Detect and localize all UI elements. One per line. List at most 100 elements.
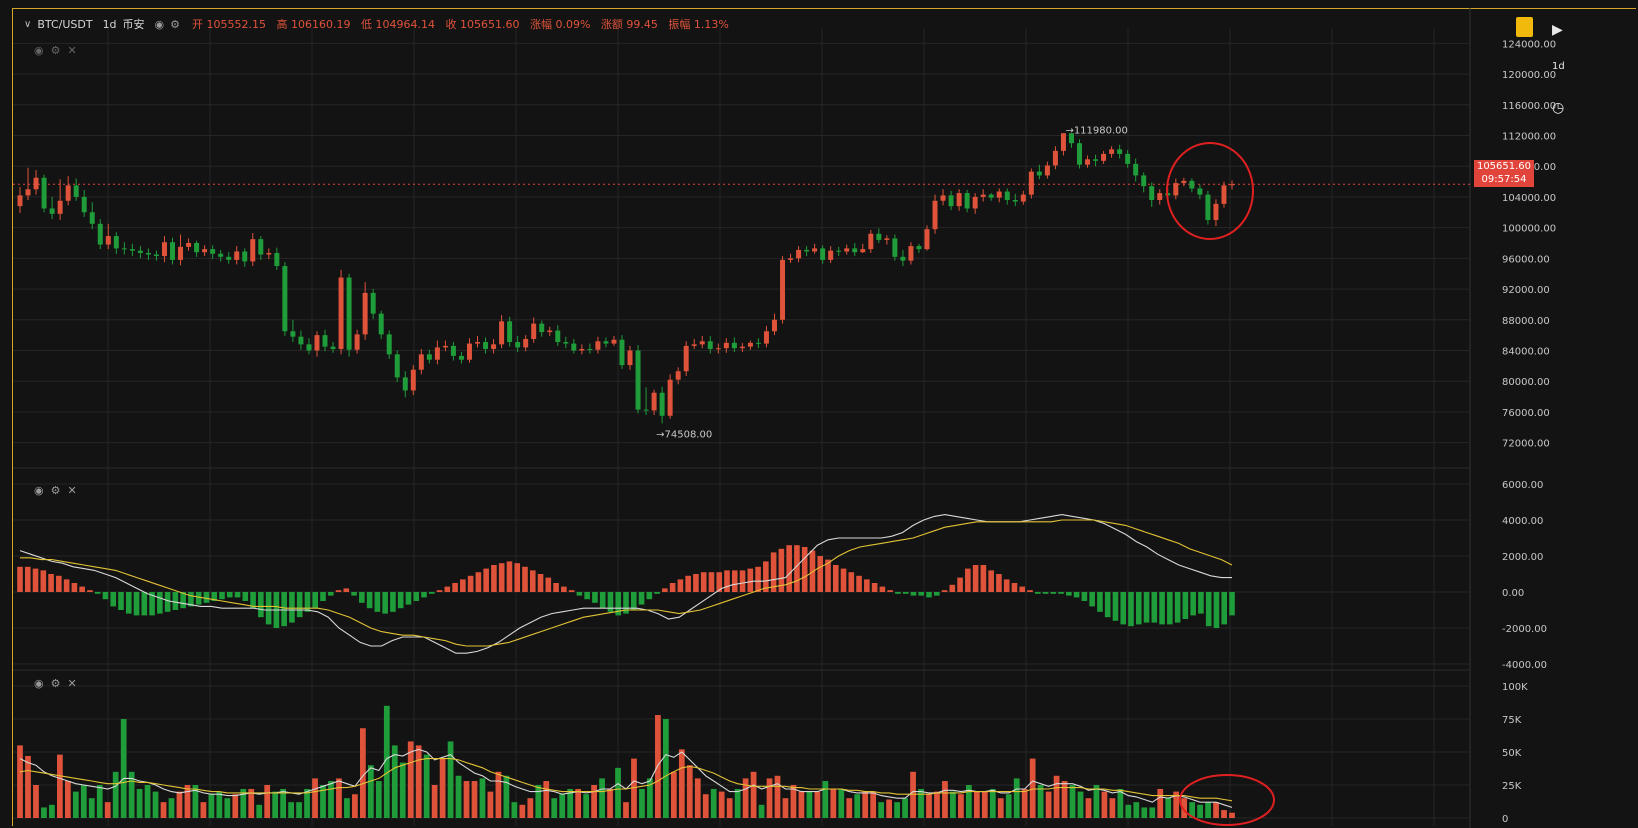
candle-body xyxy=(868,233,874,250)
volume-bar xyxy=(846,798,853,818)
volume-bar xyxy=(981,791,988,818)
candle-body xyxy=(266,252,272,255)
macd-dif-line xyxy=(19,514,1232,654)
candle-body xyxy=(170,242,175,260)
eye-icon[interactable]: ◉ xyxy=(154,17,165,31)
volume-bar xyxy=(902,798,908,818)
close-icon[interactable]: ✕ xyxy=(67,677,77,690)
tick-label: 84000.00 xyxy=(1502,347,1550,358)
volume-bar xyxy=(543,781,550,818)
candle-body xyxy=(659,392,665,416)
macd-bar xyxy=(700,572,707,592)
macd-bar xyxy=(1151,592,1158,623)
macd-bar xyxy=(1182,592,1189,619)
volume-bar xyxy=(973,791,980,818)
candle-body xyxy=(547,330,553,333)
eye-icon[interactable]: ◉ xyxy=(34,677,44,690)
volume-bar xyxy=(511,802,518,818)
macd-bar xyxy=(623,592,629,614)
macd-bar xyxy=(1011,583,1018,592)
candle-body xyxy=(651,392,657,411)
interval-tool-icon[interactable]: 1d xyxy=(1552,61,1565,72)
macd-bar xyxy=(739,570,746,592)
volume-bar xyxy=(1181,798,1188,818)
candle-body xyxy=(772,319,777,332)
macd-bar xyxy=(630,592,637,610)
candle-body xyxy=(210,249,216,254)
volume-bar xyxy=(112,771,119,818)
macd-bar xyxy=(840,568,847,592)
macd-bar xyxy=(452,583,458,592)
macd-bar xyxy=(902,592,909,594)
volume-bar xyxy=(367,765,374,818)
macd-bar xyxy=(1042,592,1049,594)
gear-icon[interactable]: ⚙ xyxy=(170,17,181,31)
macd-bar xyxy=(149,592,155,616)
candle-body xyxy=(723,342,729,349)
candle-body xyxy=(194,243,200,253)
volume-bar xyxy=(830,788,837,818)
volume-bar xyxy=(160,802,167,818)
interval-label[interactable]: 1d xyxy=(102,17,117,31)
macd-bar xyxy=(460,579,466,592)
macd-bar xyxy=(786,545,792,592)
candle-body xyxy=(282,266,288,332)
gear-icon[interactable]: ⚙ xyxy=(50,44,61,57)
macd-bar xyxy=(211,592,218,601)
volume-bar xyxy=(471,781,478,818)
macd-bar xyxy=(677,579,684,592)
volume-bar xyxy=(17,745,23,818)
bar-countdown: 09:57:54 xyxy=(1481,174,1527,185)
macd-bar xyxy=(1027,590,1033,592)
gear-icon[interactable]: ⚙ xyxy=(50,677,61,690)
candle-body xyxy=(1125,153,1131,164)
macd-bar xyxy=(638,592,645,605)
macd-bar xyxy=(1159,592,1165,625)
volume-bar xyxy=(1061,781,1068,818)
symbol-name[interactable]: BTC/USDT xyxy=(37,17,93,31)
candle-body xyxy=(410,369,416,391)
open-value: 开 105552.15 xyxy=(192,18,267,31)
candle-body xyxy=(611,339,617,344)
candle-body xyxy=(178,246,184,260)
candle-body xyxy=(900,256,906,261)
candle-body xyxy=(186,243,192,247)
macd-bar xyxy=(102,592,109,600)
volume-bar xyxy=(1221,810,1227,818)
candle-body xyxy=(250,239,256,262)
volume-bar xyxy=(527,798,534,818)
candle-body xyxy=(314,335,320,351)
close-icon[interactable]: ✕ xyxy=(67,44,77,57)
macd-bar xyxy=(467,575,474,592)
volume-bar xyxy=(678,749,685,818)
eye-icon[interactable]: ◉ xyxy=(34,44,44,57)
close-icon[interactable]: ✕ xyxy=(67,484,77,497)
candle-body xyxy=(531,323,537,339)
eye-icon[interactable]: ◉ xyxy=(34,484,44,497)
macd-bar xyxy=(1143,592,1150,623)
volume-bar xyxy=(774,775,781,818)
clock-icon[interactable]: ◷ xyxy=(1552,100,1565,116)
macd-bar xyxy=(801,547,808,592)
macd-bar xyxy=(584,592,590,600)
gear-icon[interactable]: ⚙ xyxy=(50,484,61,497)
macd-bar xyxy=(475,572,482,592)
macd-bar xyxy=(832,565,839,592)
macd-bar xyxy=(157,592,163,614)
candle-body xyxy=(1221,185,1227,204)
highlight-circles xyxy=(1166,142,1275,826)
volume-bar xyxy=(838,788,845,818)
candle-body xyxy=(571,343,577,351)
volume-bar xyxy=(232,794,239,818)
settings-badge-icon[interactable] xyxy=(1516,17,1533,37)
macd-bar xyxy=(94,592,101,594)
volume-bar xyxy=(1149,807,1156,818)
macd-bar xyxy=(941,590,948,592)
collapse-chevron-icon[interactable]: ∨ xyxy=(24,18,32,30)
candle-body xyxy=(394,354,400,378)
candle-body xyxy=(242,251,248,262)
play-icon[interactable]: ▶ xyxy=(1552,22,1563,38)
volume-bar xyxy=(288,802,294,818)
macd-bar xyxy=(576,592,583,596)
min-price-label: →74508.00 xyxy=(656,429,712,440)
